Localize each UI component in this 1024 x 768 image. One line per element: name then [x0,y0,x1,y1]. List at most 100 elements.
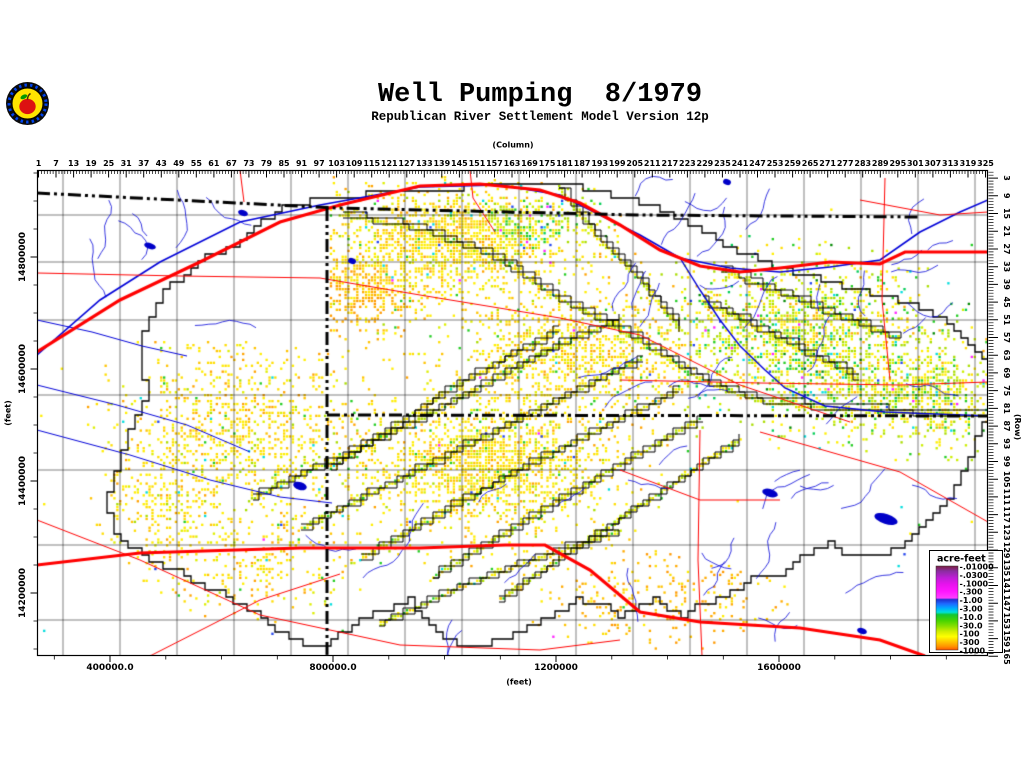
row-tick-label: 39 [1002,279,1011,291]
apple-leaf-icon [20,94,28,100]
column-tick-label: 79 [261,159,273,168]
column-tick-label: 211 [644,159,661,168]
column-tick-label: 187 [574,159,591,168]
row-tick-label: 27 [1002,243,1011,254]
row-tick-label: 99 [1002,456,1011,468]
column-tick-label: 109 [346,159,363,168]
bottom-minor-ticks [53,656,947,660]
column-tick-label: 67 [226,159,237,168]
column-tick-label: 319 [960,159,977,168]
column-tick-label: 7 [53,159,59,168]
bottom-tick-label: 400000.0 [86,663,133,673]
row-tick-label: 159 [1002,630,1011,647]
column-tick-label: 325 [977,159,994,168]
left-tick-label: 14600000 [18,344,28,394]
bottom-tick-label: 1200000 [534,663,578,673]
row-tick-label: 45 [1002,297,1011,309]
legend-value-label: -.1000 [960,579,989,588]
row-tick-label: 105 [1002,471,1011,488]
column-tick-label: 103 [328,159,345,168]
column-tick-label: 217 [661,159,678,168]
legend-value-label: -10.0 [960,613,983,622]
left-axis-title: (feet) [4,400,13,425]
column-tick-label: 151 [469,159,486,168]
row-axis-title: (Row) [1013,414,1022,440]
row-major-ticks [988,177,998,657]
column-tick-label: 61 [208,159,220,168]
apple-icon [19,98,36,115]
left-tick-label: 14400000 [18,456,28,506]
row-tick-label: 81 [1002,403,1011,415]
column-tick-label: 121 [381,159,398,168]
row-tick-label: 63 [1002,350,1011,361]
column-tick-label: 139 [433,159,450,168]
plot-subtitle: Republican River Settlement Model Versio… [371,110,709,124]
row-tick-label: 51 [1002,314,1011,326]
row-tick-label: 21 [1002,226,1011,238]
column-tick-label: 283 [854,159,871,168]
left-tick-label: 14800000 [18,232,28,282]
legend-value-label: -.0300 [960,571,989,580]
column-tick-label: 289 [872,159,889,168]
column-tick-label: 271 [819,159,836,168]
column-tick-label: 247 [749,159,766,168]
row-tick-label: 93 [1002,438,1011,449]
column-tick-label: 19 [86,159,98,168]
plot-frame [36,169,989,657]
row-axis: 3915212733394551576369758187939910511111… [988,171,1022,665]
column-tick-label: 307 [925,159,942,168]
column-tick-label: 115 [363,159,380,168]
column-tick-label: 97 [314,159,325,168]
left-minor-ticks [33,172,38,650]
column-tick-label: 235 [714,159,731,168]
column-tick-label: 301 [907,159,924,168]
column-tick-label: 277 [837,159,854,168]
column-tick-label: 49 [173,159,185,168]
row-tick-label: 111 [1002,489,1011,506]
row-tick-label: 57 [1002,332,1011,343]
row-tick-label: 69 [1002,367,1011,379]
column-minor-ticks [41,170,983,174]
column-tick-label: 253 [767,159,784,168]
row-tick-label: 129 [1002,542,1011,559]
legend-value-label: -1.00 [960,596,983,605]
bottom-axis-title: (feet) [506,678,531,687]
column-tick-label: 181 [556,159,573,168]
row-minor-ticks [988,171,994,654]
left-tick-label: 14200000 [18,568,28,618]
legend-value-label: -100 [960,630,980,639]
column-tick-label: 25 [103,159,115,168]
agency-logo [6,82,49,125]
row-tick-label: 123 [1002,524,1011,541]
column-tick-label: 295 [889,159,906,168]
column-tick-label: 145 [451,159,468,168]
column-tick-label: 259 [784,159,801,168]
column-tick-label: 13 [68,159,79,168]
column-tick-label: 175 [539,159,556,168]
column-tick-label: 85 [278,159,290,168]
column-tick-label: 133 [416,159,433,168]
column-axis-title: (Column) [492,141,533,150]
row-tick-label: 87 [1002,421,1011,432]
column-tick-label: 31 [121,159,133,168]
column-tick-label: 313 [942,159,959,168]
column-tick-label: 241 [732,159,749,168]
row-tick-label: 33 [1002,261,1011,272]
legend-value-label: -.01000 [960,563,995,572]
row-tick-label: 9 [1002,193,1011,199]
row-tick-label: 135 [1002,559,1011,576]
legend-title: acre-feet [937,554,986,565]
left-major-ticks [30,256,38,594]
column-tick-label: 193 [591,159,608,168]
column-tick-label: 223 [679,159,696,168]
column-tick-label: 169 [521,159,538,168]
column-major-ticks [38,170,986,178]
legend-value-label: -1000 [960,647,986,656]
column-tick-label: 43 [156,159,167,168]
row-tick-label: 3 [1002,175,1011,181]
legend-value-label: -3.00 [960,605,983,614]
legend-value-label: -.300 [960,588,983,597]
plot-title: Well Pumping 8/1979 [377,80,703,110]
